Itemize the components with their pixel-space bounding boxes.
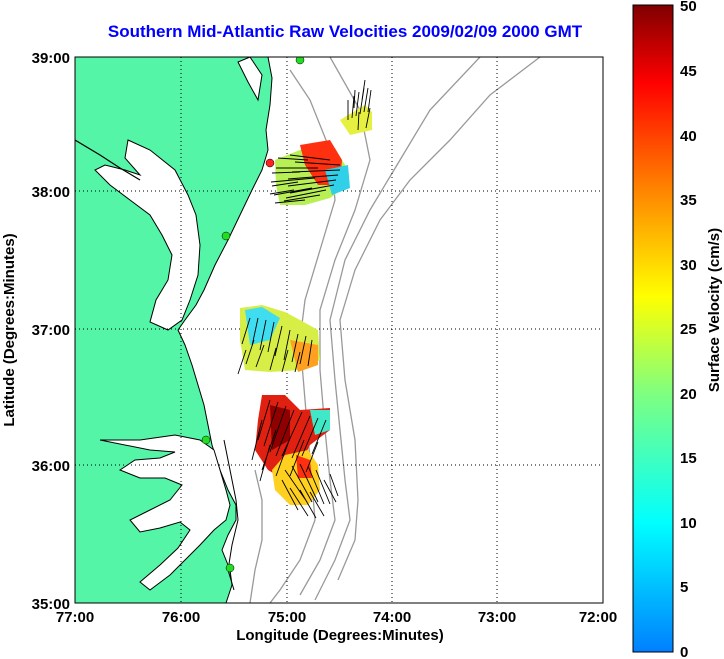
x-axis-label: Longitude (Degrees:Minutes) <box>236 627 444 644</box>
velocity-vectors <box>237 79 372 519</box>
velocity-field <box>240 105 372 505</box>
chesapeake-bay <box>94 139 201 331</box>
y-tick-label: 39:00 <box>32 50 70 67</box>
y-tick-label: 38:00 <box>32 184 70 201</box>
colorbar-tick-label: 0 <box>680 644 688 659</box>
y-axis-label: Latitude (Degrees:Minutes) <box>1 233 18 426</box>
station-marker <box>221 231 231 241</box>
y-tick-label: 35:00 <box>32 596 70 613</box>
y-tick-label: 36:00 <box>32 458 70 475</box>
x-tick-label: 72:00 <box>579 609 617 626</box>
x-tick-label: 73:00 <box>478 609 516 626</box>
colorbar-tick-label: 15 <box>680 450 697 467</box>
colorbar-tick-label: 10 <box>680 515 697 532</box>
delaware-bay <box>237 57 263 102</box>
colorbar-tick-label: 25 <box>680 321 697 338</box>
pamlico-sound <box>99 434 231 591</box>
colorbar-label: Surface Velocity (cm/s) <box>706 228 723 392</box>
x-tick-label: 77:00 <box>56 609 94 626</box>
y-tick-label: 37:00 <box>32 322 70 339</box>
colorbar-tick-label: 20 <box>680 386 697 403</box>
colorbar-tick-label: 30 <box>680 257 697 274</box>
colorbar: 50 45 40 35 30 25 20 15 10 5 0 Surface V… <box>632 0 723 659</box>
station-marker <box>201 435 211 445</box>
colorbar-tick-label: 40 <box>680 128 697 145</box>
y-axis: 39:00 38:00 37:00 36:00 35:00 Latitude (… <box>1 50 70 613</box>
colorbar-tick-label: 50 <box>680 0 697 15</box>
map-title: Southern Mid-Atlantic Raw Velocities 200… <box>107 22 583 41</box>
x-tick-label: 76:00 <box>162 609 200 626</box>
station-marker <box>295 57 305 65</box>
colorbar-tick-label: 45 <box>680 63 697 80</box>
x-tick-label: 75:00 <box>268 609 306 626</box>
colorbar-tick-label: 35 <box>680 192 697 209</box>
station-marker <box>225 563 235 573</box>
x-tick-label: 74:00 <box>373 609 411 626</box>
radar-stations <box>201 57 305 573</box>
potomac-river <box>75 139 141 181</box>
plot-frame <box>74 56 604 604</box>
colorbar-tick-label: 5 <box>680 579 688 596</box>
colorbar-gradient <box>632 4 674 653</box>
x-axis: 77:00 76:00 75:00 74:00 73:00 72:00 Long… <box>56 609 617 644</box>
station-marker <box>265 158 275 168</box>
